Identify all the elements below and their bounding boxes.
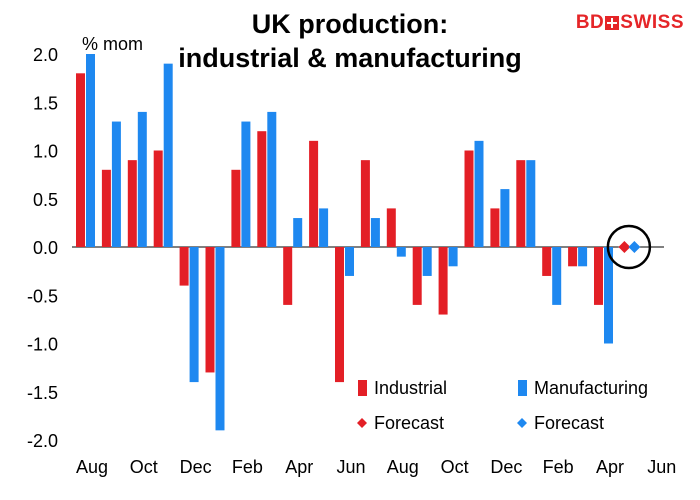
brand-logo-part2: SWISS <box>620 12 684 33</box>
swiss-cross-icon <box>605 16 620 30</box>
manufacturing-bar <box>526 160 536 247</box>
y-tick-label: -1.5 <box>27 383 58 403</box>
manufacturing-bar <box>474 140 484 247</box>
y-tick-label: -0.5 <box>27 286 58 306</box>
industrial-bar <box>231 169 241 247</box>
y-tick-label: 0.0 <box>33 238 58 258</box>
x-tick-label: Dec <box>490 457 522 477</box>
x-tick-label: Feb <box>232 457 263 477</box>
x-tick-label: Jun <box>336 457 365 477</box>
x-tick-label: Apr <box>285 457 313 477</box>
industrial-bar <box>568 247 578 267</box>
manufacturing-bar <box>500 189 510 247</box>
manufacturing-bar <box>370 218 380 247</box>
industrial-forecast-marker <box>618 241 631 253</box>
legend-diamond <box>517 418 527 428</box>
manufacturing-bar <box>422 247 432 276</box>
y-tick-label: 1.5 <box>33 93 58 113</box>
manufacturing-bar <box>448 247 458 267</box>
x-tick-label: Oct <box>441 457 469 477</box>
industrial-bar <box>490 208 500 247</box>
industrial-bar <box>127 160 137 247</box>
industrial-bar <box>464 150 474 247</box>
manufacturing-bar <box>163 63 173 248</box>
industrial-bar <box>438 247 448 315</box>
industrial-bar <box>386 208 396 247</box>
manufacturing-bar <box>241 121 251 247</box>
chart-title-line-2: industrial & manufacturing <box>178 43 522 73</box>
legend-label: Industrial <box>374 378 447 398</box>
x-tick-label: Dec <box>180 457 212 477</box>
industrial-bar <box>335 247 344 383</box>
manufacturing-bar <box>345 247 354 276</box>
industrial-bar <box>412 247 422 305</box>
industrial-bar <box>179 247 189 286</box>
legend-diamond <box>357 418 367 428</box>
y-tick-label: 2.0 <box>33 45 58 65</box>
manufacturing-bar <box>604 247 613 344</box>
industrial-bar <box>283 247 293 305</box>
x-tick-label: Apr <box>596 457 624 477</box>
industrial-bar <box>76 73 85 247</box>
industrial-bar <box>360 160 370 247</box>
manufacturing-bar <box>215 247 225 431</box>
x-tick-label: Aug <box>76 457 108 477</box>
y-tick-label: -2.0 <box>27 431 58 451</box>
y-tick-label: 1.0 <box>33 142 58 162</box>
manufacturing-bar <box>578 247 588 267</box>
x-tick-label: Aug <box>387 457 419 477</box>
brand-logo: BD SWISS <box>576 12 684 34</box>
industrial-bar <box>309 140 319 247</box>
manufacturing-bar <box>267 111 277 248</box>
manufacturing-bar <box>137 111 147 248</box>
x-tick-label: Feb <box>543 457 574 477</box>
manufacturing-bar <box>396 247 406 257</box>
industrial-bar <box>257 131 267 247</box>
industrial-bar <box>101 169 111 247</box>
industrial-bar <box>205 247 215 373</box>
legend-swatch <box>518 380 527 396</box>
manufacturing-bar <box>319 208 329 247</box>
manufacturing-bar <box>293 218 303 247</box>
y-tick-label: -1.0 <box>27 335 58 355</box>
industrial-bar <box>542 247 552 276</box>
manufacturing-bar <box>86 54 95 247</box>
brand-logo-part1: BD <box>575 12 605 33</box>
manufacturing-forecast-marker <box>628 241 641 253</box>
manufacturing-bar <box>189 247 199 383</box>
manufacturing-bar <box>552 247 562 305</box>
legend-label: Forecast <box>534 413 604 433</box>
industrial-bar <box>594 247 603 305</box>
industrial-bar <box>516 160 526 247</box>
y-axis-unit-label: % mom <box>82 34 144 54</box>
legend-label: Manufacturing <box>534 378 648 398</box>
chart-title-line-1: UK production: <box>251 9 449 39</box>
industrial-bar <box>153 150 163 247</box>
y-tick-label: 0.5 <box>33 190 58 210</box>
legend-swatch <box>358 380 367 396</box>
forecast-highlight-circle <box>606 224 652 270</box>
x-tick-label: Oct <box>130 457 158 477</box>
x-tick-label: Jun <box>647 457 676 477</box>
manufacturing-bar <box>111 121 121 247</box>
legend-label: Forecast <box>374 413 444 433</box>
